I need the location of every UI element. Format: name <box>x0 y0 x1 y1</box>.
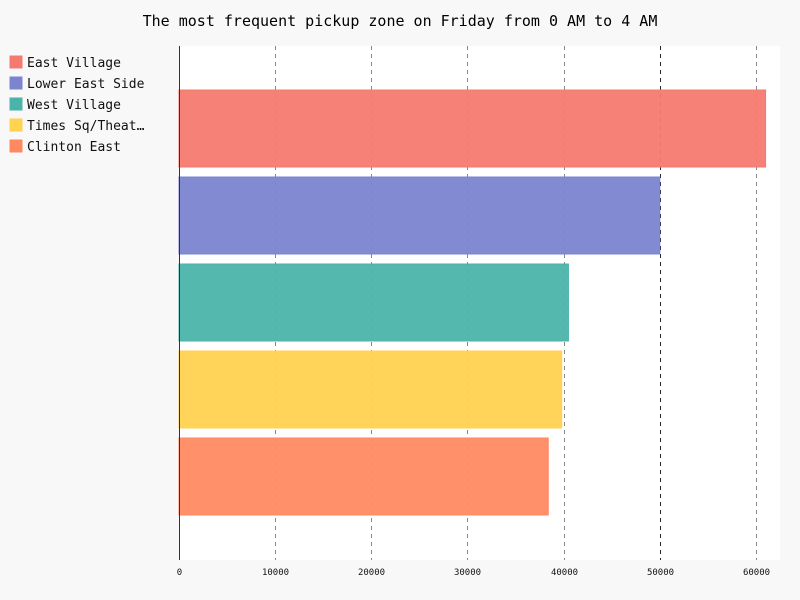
x-tick-label: 50000 <box>647 568 674 578</box>
x-tick-label: 10000 <box>262 568 289 578</box>
chart-title: The most frequent pickup zone on Friday … <box>143 12 658 30</box>
x-tick-label: 60000 <box>743 568 770 578</box>
bar-lower-east-side[interactable] <box>178 176 661 255</box>
ticks-layer: 0 10000 20000 30000 40000 50000 60000 <box>177 568 770 578</box>
legend-swatch <box>9 55 23 69</box>
legend-swatch <box>9 97 23 111</box>
legend-label[interactable]: East Village <box>27 56 121 71</box>
x-tick-label: 0 <box>177 568 182 578</box>
legend-label[interactable]: Lower East Side <box>27 77 145 92</box>
x-tick-label: 40000 <box>551 568 578 578</box>
legend-swatch <box>9 118 23 132</box>
legend: East Village Lower East Side West Village T… <box>9 55 145 155</box>
x-tick-label: 30000 <box>454 568 481 578</box>
bar-clinton-east[interactable] <box>178 437 549 516</box>
bar-times-sq-theat[interactable] <box>178 350 563 429</box>
legend-swatch <box>9 139 23 153</box>
legend-label[interactable]: Times Sq/Theat… <box>27 119 145 134</box>
bar-west-village[interactable] <box>178 263 569 342</box>
legend-swatch <box>9 76 23 90</box>
x-tick-label: 20000 <box>358 568 385 578</box>
bar-east-village[interactable] <box>178 89 767 168</box>
legend-label[interactable]: West Village <box>27 98 121 113</box>
legend-label[interactable]: Clinton East <box>27 140 121 155</box>
